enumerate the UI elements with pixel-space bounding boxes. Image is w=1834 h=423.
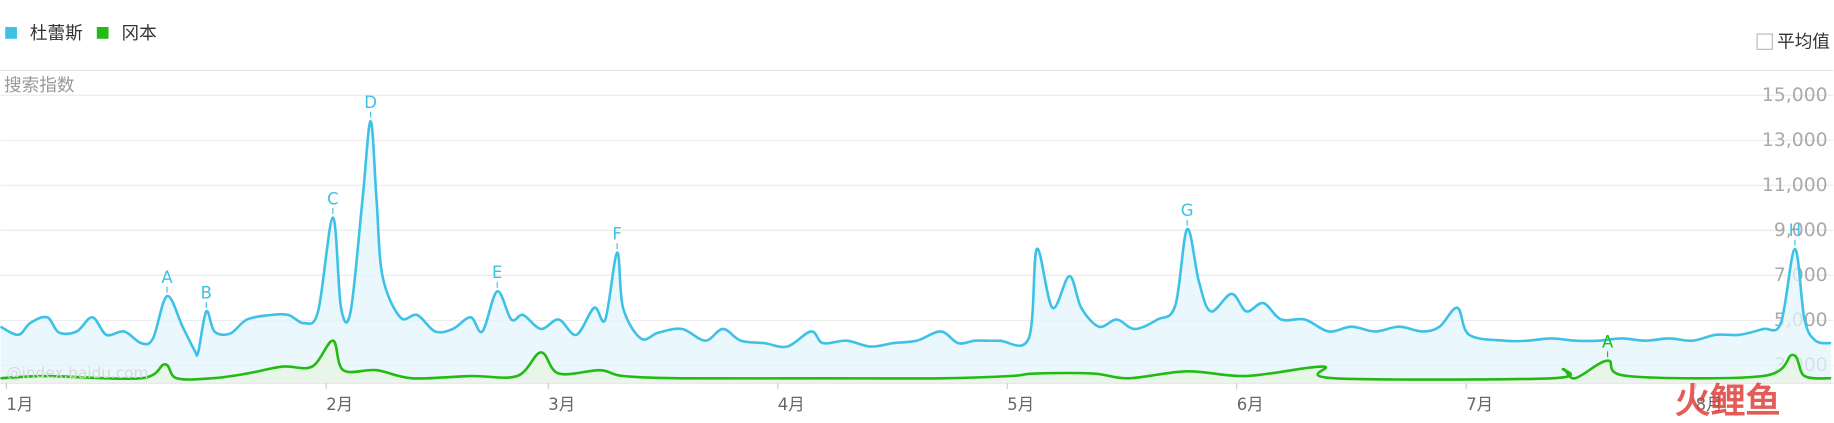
y-axis-label: 搜索指数 <box>4 76 75 96</box>
y-tick-label: 11,000 <box>1762 175 1828 196</box>
watermark: @index.baidu.com <box>6 364 148 382</box>
x-tick-label: 5月 <box>1007 395 1034 414</box>
legend-swatch <box>5 27 17 39</box>
annotation: B <box>201 283 212 302</box>
x-tick-label: 3月 <box>548 395 575 414</box>
legend: 杜蕾斯 冈本 <box>5 24 157 44</box>
series-line <box>0 119 1832 357</box>
annotation: F <box>612 225 621 244</box>
x-tick-label: 1月 <box>6 395 33 414</box>
y-tick-label: 13,000 <box>1762 130 1828 151</box>
annotation: D <box>364 93 377 112</box>
annotation: C <box>327 189 338 208</box>
series-area <box>0 121 1832 382</box>
plot: A B C D E F G H A <box>0 93 1832 382</box>
annotation: H <box>1789 221 1801 240</box>
annotation: A <box>161 268 173 287</box>
series-line <box>0 339 1832 381</box>
legend-label: 杜蕾斯 <box>30 24 83 44</box>
annotation: G <box>1181 201 1194 220</box>
legend-label: 冈本 <box>121 24 156 44</box>
x-tick-label: 2月 <box>326 395 353 414</box>
legend-swatch <box>96 27 109 39</box>
x-tick-label: 8月 <box>1696 395 1723 414</box>
y-tick-label: 15,000 <box>1762 85 1828 106</box>
annotation: E <box>492 263 502 282</box>
average-toggle[interactable]: 平均值 <box>1777 32 1830 52</box>
average-checkbox[interactable] <box>1756 33 1773 50</box>
x-tick-label: 4月 <box>778 395 805 414</box>
annotation: A <box>1602 333 1614 352</box>
x-tick-label: 7月 <box>1466 395 1493 414</box>
y-tick-label: 9,000 <box>1774 220 1828 241</box>
logo: 火鲤鱼 <box>1675 381 1781 422</box>
x-tick-label: 6月 <box>1237 395 1264 414</box>
